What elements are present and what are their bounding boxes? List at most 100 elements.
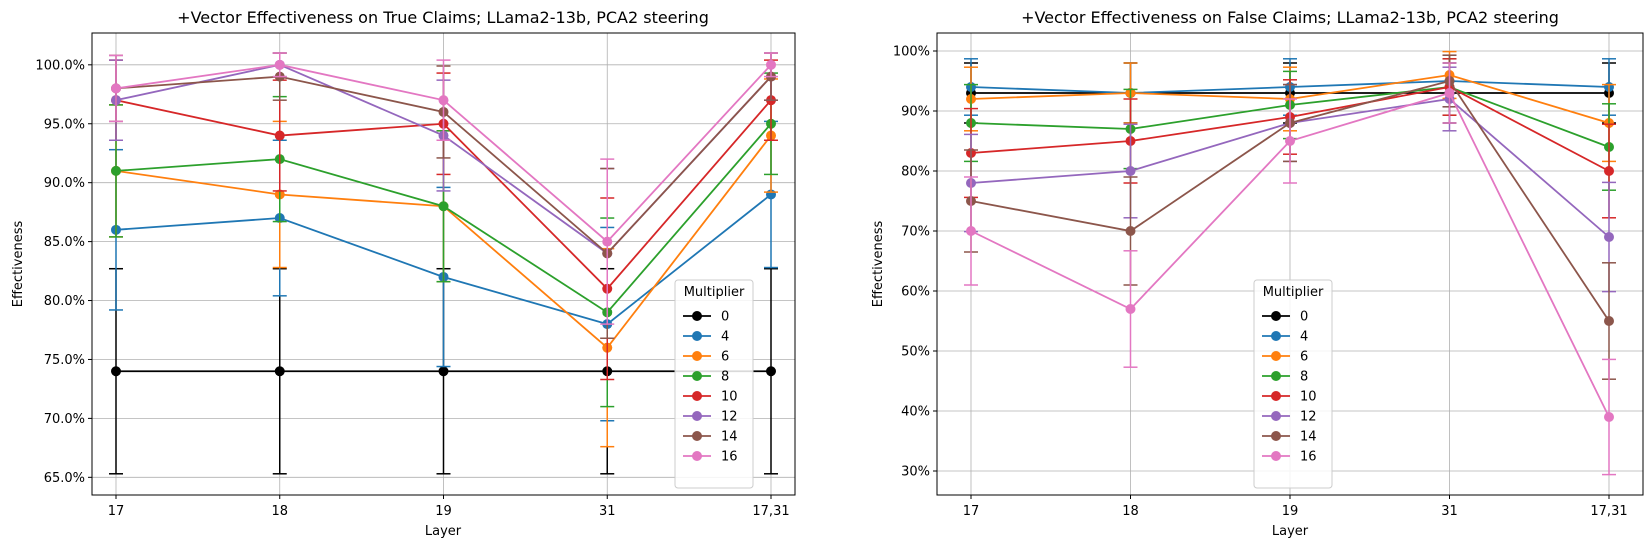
legend-marker — [1271, 311, 1281, 321]
data-point — [111, 83, 121, 94]
legend-label: 6 — [721, 350, 729, 365]
legend-label: 0 — [721, 310, 729, 325]
y-tick-label: 95.0% — [44, 117, 85, 132]
legend-item: 6 — [683, 350, 729, 365]
legend-label: 10 — [1300, 390, 1317, 405]
legend-marker — [1271, 331, 1281, 341]
y-tick-label: 40% — [901, 405, 930, 420]
legend-label: 14 — [721, 430, 738, 445]
legend-label: 6 — [1300, 350, 1308, 365]
legend-item: 8 — [1262, 370, 1308, 385]
y-tick-label: 50% — [901, 345, 930, 360]
y-tick-label: 70.0% — [44, 412, 85, 427]
x-axis-ticks: 17 18 19 31 17,31 — [108, 495, 790, 519]
y-axis-label: Effectiveness — [11, 221, 26, 308]
legend-item: 0 — [1262, 310, 1308, 325]
y-tick-label: 65.0% — [44, 471, 85, 486]
legend-item: 16 — [1262, 450, 1317, 465]
legend-label: 16 — [1300, 450, 1317, 465]
y-tick-label: 80.0% — [44, 294, 85, 309]
y-tick-label: 60% — [901, 285, 930, 300]
x-tick-label: 17 — [963, 504, 980, 519]
legend-label: 8 — [1300, 370, 1308, 385]
data-point — [1285, 136, 1295, 146]
legend-label: 14 — [1300, 430, 1317, 445]
legend-item: 14 — [1262, 430, 1317, 445]
legend-label: 0 — [1300, 310, 1308, 325]
series-16 — [964, 62, 1616, 476]
legend-item: 12 — [1262, 410, 1317, 425]
series-layer — [109, 52, 778, 475]
data-point — [1125, 166, 1136, 176]
legend-item: 10 — [1262, 390, 1317, 405]
legend-marker — [692, 451, 702, 461]
legend-marker — [1271, 391, 1281, 401]
legend-label: 4 — [1300, 330, 1308, 345]
x-tick-label: 18 — [1122, 504, 1139, 519]
data-point — [1125, 226, 1136, 236]
legend: Multiplier 0 4 6 8 10 12 14 16 — [1253, 279, 1333, 489]
x-tick-label: 31 — [1441, 504, 1458, 519]
data-point — [438, 95, 449, 106]
plot-frame — [91, 32, 796, 496]
x-tick-label: 17,31 — [752, 504, 789, 519]
x-tick-label: 19 — [1282, 504, 1299, 519]
series-16 — [109, 52, 778, 325]
data-point — [1604, 166, 1614, 176]
legend-marker — [1271, 371, 1281, 381]
data-point — [111, 366, 121, 377]
x-tick-label: 17 — [108, 504, 125, 519]
chart-title: +Vector Effectiveness on True Claims; LL… — [177, 8, 709, 27]
legend-marker — [1271, 451, 1281, 461]
data-point — [438, 201, 449, 212]
legend-item: 12 — [683, 410, 738, 425]
data-point — [1444, 88, 1455, 98]
legend-item: 4 — [1262, 330, 1308, 345]
data-point — [111, 165, 121, 176]
legend-marker — [692, 331, 702, 341]
x-axis-label: Layer — [1272, 524, 1309, 539]
true-claims-chart: +Vector Effectiveness on True Claims; LL… — [11, 8, 796, 539]
data-point — [966, 226, 976, 236]
y-tick-label: 90.0% — [44, 176, 85, 191]
y-axis-ticks: 65.0% 70.0% 75.0% 80.0% 85.0% 90.0% 95.0% 100.0… — [35, 58, 92, 486]
data-point — [1604, 316, 1614, 326]
legend-title: Multiplier — [1263, 285, 1324, 300]
y-tick-label: 75.0% — [44, 353, 85, 368]
data-point — [438, 366, 449, 377]
legend-marker — [692, 391, 702, 401]
legend-label: 12 — [721, 410, 738, 425]
legend-marker — [1271, 351, 1281, 361]
legend-item: 14 — [683, 430, 738, 445]
y-tick-label: 30% — [901, 465, 930, 480]
y-tick-label: 90% — [901, 105, 930, 120]
y-tick-label: 100.0% — [35, 58, 85, 73]
legend-label: 12 — [1300, 410, 1317, 425]
x-tick-label: 18 — [271, 504, 288, 519]
legend-marker — [1271, 431, 1281, 441]
data-point — [274, 59, 285, 70]
legend-item: 4 — [683, 330, 729, 345]
legend-marker — [692, 411, 702, 421]
legend-label: 8 — [721, 370, 729, 385]
legend: Multiplier 0 4 6 8 10 12 14 16 — [674, 279, 754, 489]
legend-label: 4 — [721, 330, 729, 345]
x-tick-label: 17,31 — [1590, 504, 1627, 519]
false-claims-chart: +Vector Effectiveness on False Claims; L… — [871, 8, 1644, 539]
legend-label: 10 — [721, 390, 738, 405]
data-point — [1604, 412, 1614, 422]
y-tick-label: 70% — [901, 225, 930, 240]
y-tick-label: 100% — [893, 45, 930, 60]
legend-label: 16 — [721, 450, 738, 465]
chart-title: +Vector Effectiveness on False Claims; L… — [1021, 8, 1559, 27]
legend-marker — [692, 351, 702, 361]
data-point — [1604, 232, 1614, 242]
legend-item: 8 — [683, 370, 729, 385]
data-point — [602, 236, 613, 247]
legend-item: 10 — [683, 390, 738, 405]
data-point — [1125, 304, 1136, 314]
legend-item: 16 — [683, 450, 738, 465]
data-point — [766, 366, 776, 377]
